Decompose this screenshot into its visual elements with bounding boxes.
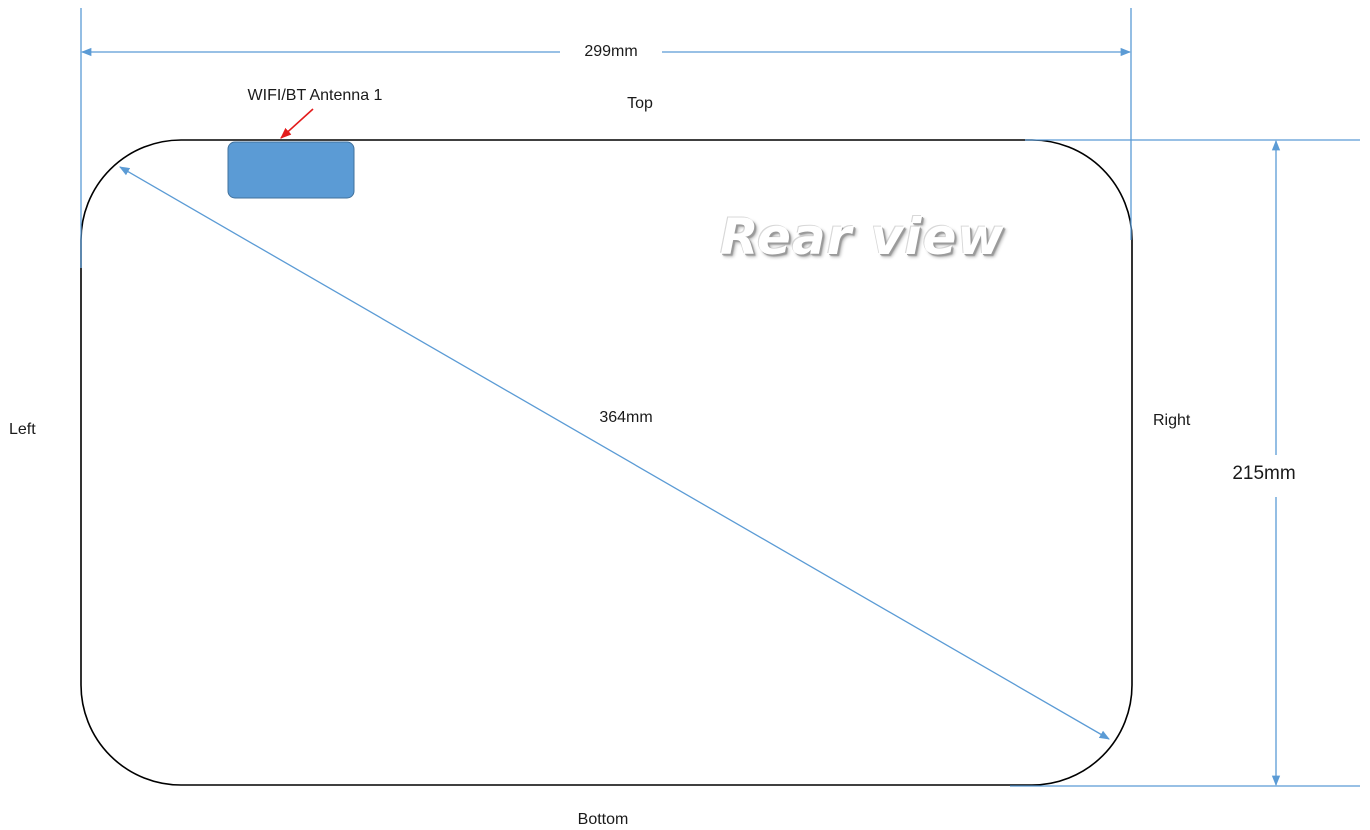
device-outline <box>80 139 1133 786</box>
height-dimension-label: 215mm <box>1232 463 1296 484</box>
side-label-bottom: Bottom <box>577 811 629 828</box>
diagram-title: Rear view <box>720 208 1005 266</box>
antenna-label: WIFI/BT Antenna 1 <box>247 87 383 104</box>
antenna-pointer-arrow <box>280 108 314 139</box>
width-dimension-label: 299mm <box>584 43 638 60</box>
side-label-top: Top <box>627 95 653 112</box>
side-label-left: Left <box>9 421 36 438</box>
diagonal-dimension-line <box>119 166 1110 740</box>
antenna-block <box>227 141 355 199</box>
side-label-right: Right <box>1153 412 1191 429</box>
diagonal-dimension-label: 364mm <box>599 409 653 426</box>
